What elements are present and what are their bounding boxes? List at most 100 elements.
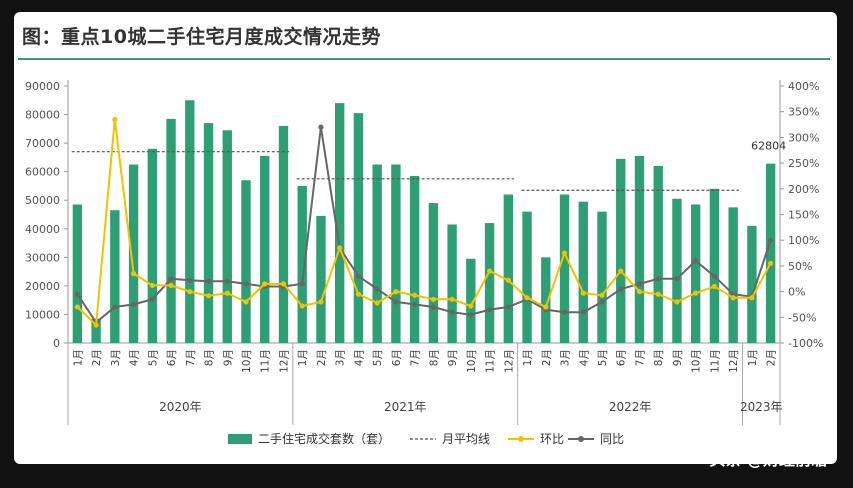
right-tick-label: 0% (788, 286, 805, 299)
x-tick-label: 8月 (428, 349, 440, 366)
point-yoy (149, 296, 155, 302)
x-tick-label: 7月 (185, 349, 197, 366)
point-yoy (449, 309, 455, 315)
point-yoy (318, 124, 324, 130)
plot-area: 0 10000 20000 30000 40000 50000 60000 70000 8000… (25, 80, 823, 446)
bar-deals (484, 223, 495, 343)
bar-deals (353, 113, 364, 343)
point-yoy (768, 237, 774, 243)
x-tick-label: 1月 (747, 349, 759, 366)
legend-label: 月平均线 (442, 432, 490, 446)
point-yoy (355, 273, 362, 279)
point-yoy (505, 304, 511, 310)
point-mom (93, 322, 99, 328)
point-yoy (636, 281, 643, 287)
year-label: 2022年 (609, 400, 652, 414)
left-tick-label: 0 (53, 337, 60, 350)
bar-deals (709, 188, 720, 343)
x-tick-label: 11月 (260, 349, 272, 373)
left-tick-label: 70000 (25, 137, 60, 150)
x-tick-label: 10月 (241, 349, 253, 373)
bar-deals (91, 318, 101, 343)
point-yoy (299, 281, 305, 287)
bar-deals (278, 125, 289, 343)
x-tick-label: 2月 (541, 349, 553, 366)
bar-deals (691, 204, 701, 343)
x-tick-label: 3月 (110, 349, 122, 366)
x-tick-label: 12月 (728, 349, 740, 373)
bar-deals (185, 100, 195, 344)
right-tick-label: 200% (788, 183, 819, 196)
watermark: 头条 @财经前瞻 (709, 450, 827, 469)
x-tick-label: 2月 (766, 349, 778, 366)
point-mom (561, 250, 568, 256)
point-mom (205, 293, 212, 299)
bar-deals (616, 158, 626, 343)
x-tick-label: 7月 (410, 349, 422, 366)
point-mom (280, 281, 287, 287)
x-tick-label: 3月 (560, 349, 572, 366)
point-yoy (374, 286, 380, 292)
x-tick-label: 6月 (391, 349, 403, 366)
right-tick-label: 400% (788, 80, 819, 93)
bar-deals (765, 163, 776, 343)
point-mom (618, 268, 624, 274)
x-tick-label: 5月 (597, 349, 609, 366)
point-mom (355, 291, 362, 297)
point-mom (430, 296, 436, 302)
point-yoy (224, 278, 230, 284)
bar-deals (672, 198, 682, 343)
x-tick-label: 1月 (72, 349, 84, 366)
point-mom (74, 304, 80, 310)
point-mom (168, 282, 174, 289)
point-mom (224, 290, 230, 296)
point-yoy (730, 291, 736, 297)
point-mom (299, 303, 305, 309)
left-tick-label: 90000 (25, 80, 60, 93)
left-tick-label: 20000 (25, 280, 60, 293)
legend-label: 二手住宅成交套数（套） (258, 431, 390, 446)
left-tick-label: 10000 (25, 308, 60, 321)
point-mom (337, 245, 343, 251)
point-mom (112, 116, 118, 123)
bar-deals (335, 103, 345, 343)
point-mom (580, 290, 586, 296)
x-tick-label: 9月 (447, 349, 459, 366)
bar-deals (203, 123, 214, 343)
line-mom (76, 119, 772, 328)
x-tick-label: 1月 (522, 349, 534, 366)
point-mom (130, 271, 137, 277)
right-tick-label: 100% (788, 234, 819, 247)
bar-deals (128, 164, 139, 343)
x-tick-label: 9月 (222, 349, 234, 366)
point-mom (543, 304, 549, 310)
point-yoy (655, 276, 661, 282)
point-mom (318, 299, 324, 305)
point-mom (187, 289, 193, 295)
bar-deals (597, 211, 607, 343)
bar-deals (409, 175, 420, 343)
point-mom (486, 268, 493, 274)
bar-deals (147, 148, 157, 343)
x-tick-label: 4月 (578, 349, 590, 366)
bar-deals (728, 207, 738, 343)
x-tick-label: 8月 (653, 349, 665, 366)
point-mom (505, 277, 511, 283)
bar-deals (541, 257, 551, 343)
bar-deals (297, 185, 307, 343)
point-mom (636, 289, 643, 295)
bar-deals (522, 211, 532, 343)
point-yoy (187, 277, 193, 283)
point-yoy (618, 286, 624, 292)
bar-deals (578, 201, 588, 343)
point-yoy (486, 306, 493, 313)
left-tick-label: 60000 (25, 166, 60, 179)
point-mom (768, 260, 774, 266)
bar-deals (559, 194, 570, 343)
year-label: 2023年 (740, 400, 783, 414)
right-tick-label: 50% (788, 260, 812, 273)
point-mom (693, 290, 699, 296)
point-yoy (168, 276, 174, 282)
bar-deals (260, 155, 270, 343)
point-mom (412, 292, 418, 298)
